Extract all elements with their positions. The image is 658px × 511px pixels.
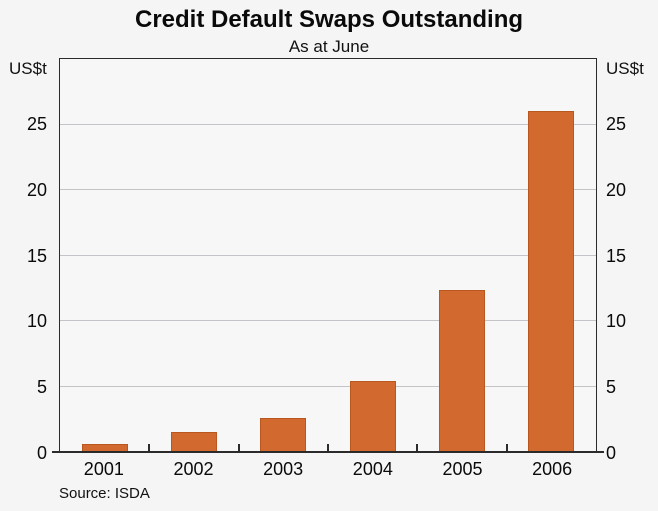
source-note: Source: ISDA xyxy=(59,485,150,502)
ytick-left-10: 10 xyxy=(26,311,47,332)
ytick-left-15: 15 xyxy=(26,245,47,266)
bar-2006 xyxy=(528,111,575,452)
x-label-2002: 2002 xyxy=(173,459,214,479)
ytick-left-5: 5 xyxy=(36,377,47,398)
gridline-25 xyxy=(60,123,596,125)
bar-2004 xyxy=(349,381,396,452)
bar-2002 xyxy=(171,432,217,452)
x-axis-baseline xyxy=(52,451,604,453)
x-axis-tick xyxy=(505,444,508,452)
x-axis-tick xyxy=(148,444,151,452)
gridline-5 xyxy=(60,385,596,387)
ytick-right-15: 15 xyxy=(606,245,627,266)
bar-2003 xyxy=(260,417,307,452)
ytick-right-10: 10 xyxy=(606,311,627,332)
ytick-left-0: 0 xyxy=(36,443,47,463)
bar-2005 xyxy=(439,289,485,452)
ytick-right-20: 20 xyxy=(606,179,627,200)
chart-title: Credit Default Swaps Outstanding xyxy=(134,6,524,33)
y-axis-labels-right: 0 5 10 15 20 25 xyxy=(606,58,656,462)
gridline-20 xyxy=(60,189,596,191)
ytick-right-5: 5 xyxy=(606,377,617,398)
y-axis-unit-left: US$t xyxy=(9,59,47,78)
x-axis-labels: 2001 2002 2003 2004 2005 2006 xyxy=(59,459,597,481)
ytick-right-25: 25 xyxy=(606,113,627,134)
chart-subtitle: As at June xyxy=(288,37,370,56)
plot-area xyxy=(59,58,597,453)
x-axis-tick xyxy=(327,444,329,452)
x-axis-tick xyxy=(416,444,419,452)
x-label-2003: 2003 xyxy=(263,459,304,479)
gridline-10 xyxy=(60,320,596,322)
y-axis-unit-right: US$t xyxy=(606,59,644,78)
x-axis-tick xyxy=(237,444,240,452)
ytick-right-0: 0 xyxy=(606,443,617,463)
x-label-2001: 2001 xyxy=(83,459,124,479)
x-label-2005: 2005 xyxy=(442,459,483,479)
gridline-15 xyxy=(60,254,596,256)
ytick-left-20: 20 xyxy=(26,179,47,200)
x-label-2004: 2004 xyxy=(352,459,393,479)
ytick-left-25: 25 xyxy=(26,113,47,134)
y-axis-labels-left: 0 5 10 15 20 25 xyxy=(0,58,47,462)
x-label-2006: 2006 xyxy=(532,459,573,479)
